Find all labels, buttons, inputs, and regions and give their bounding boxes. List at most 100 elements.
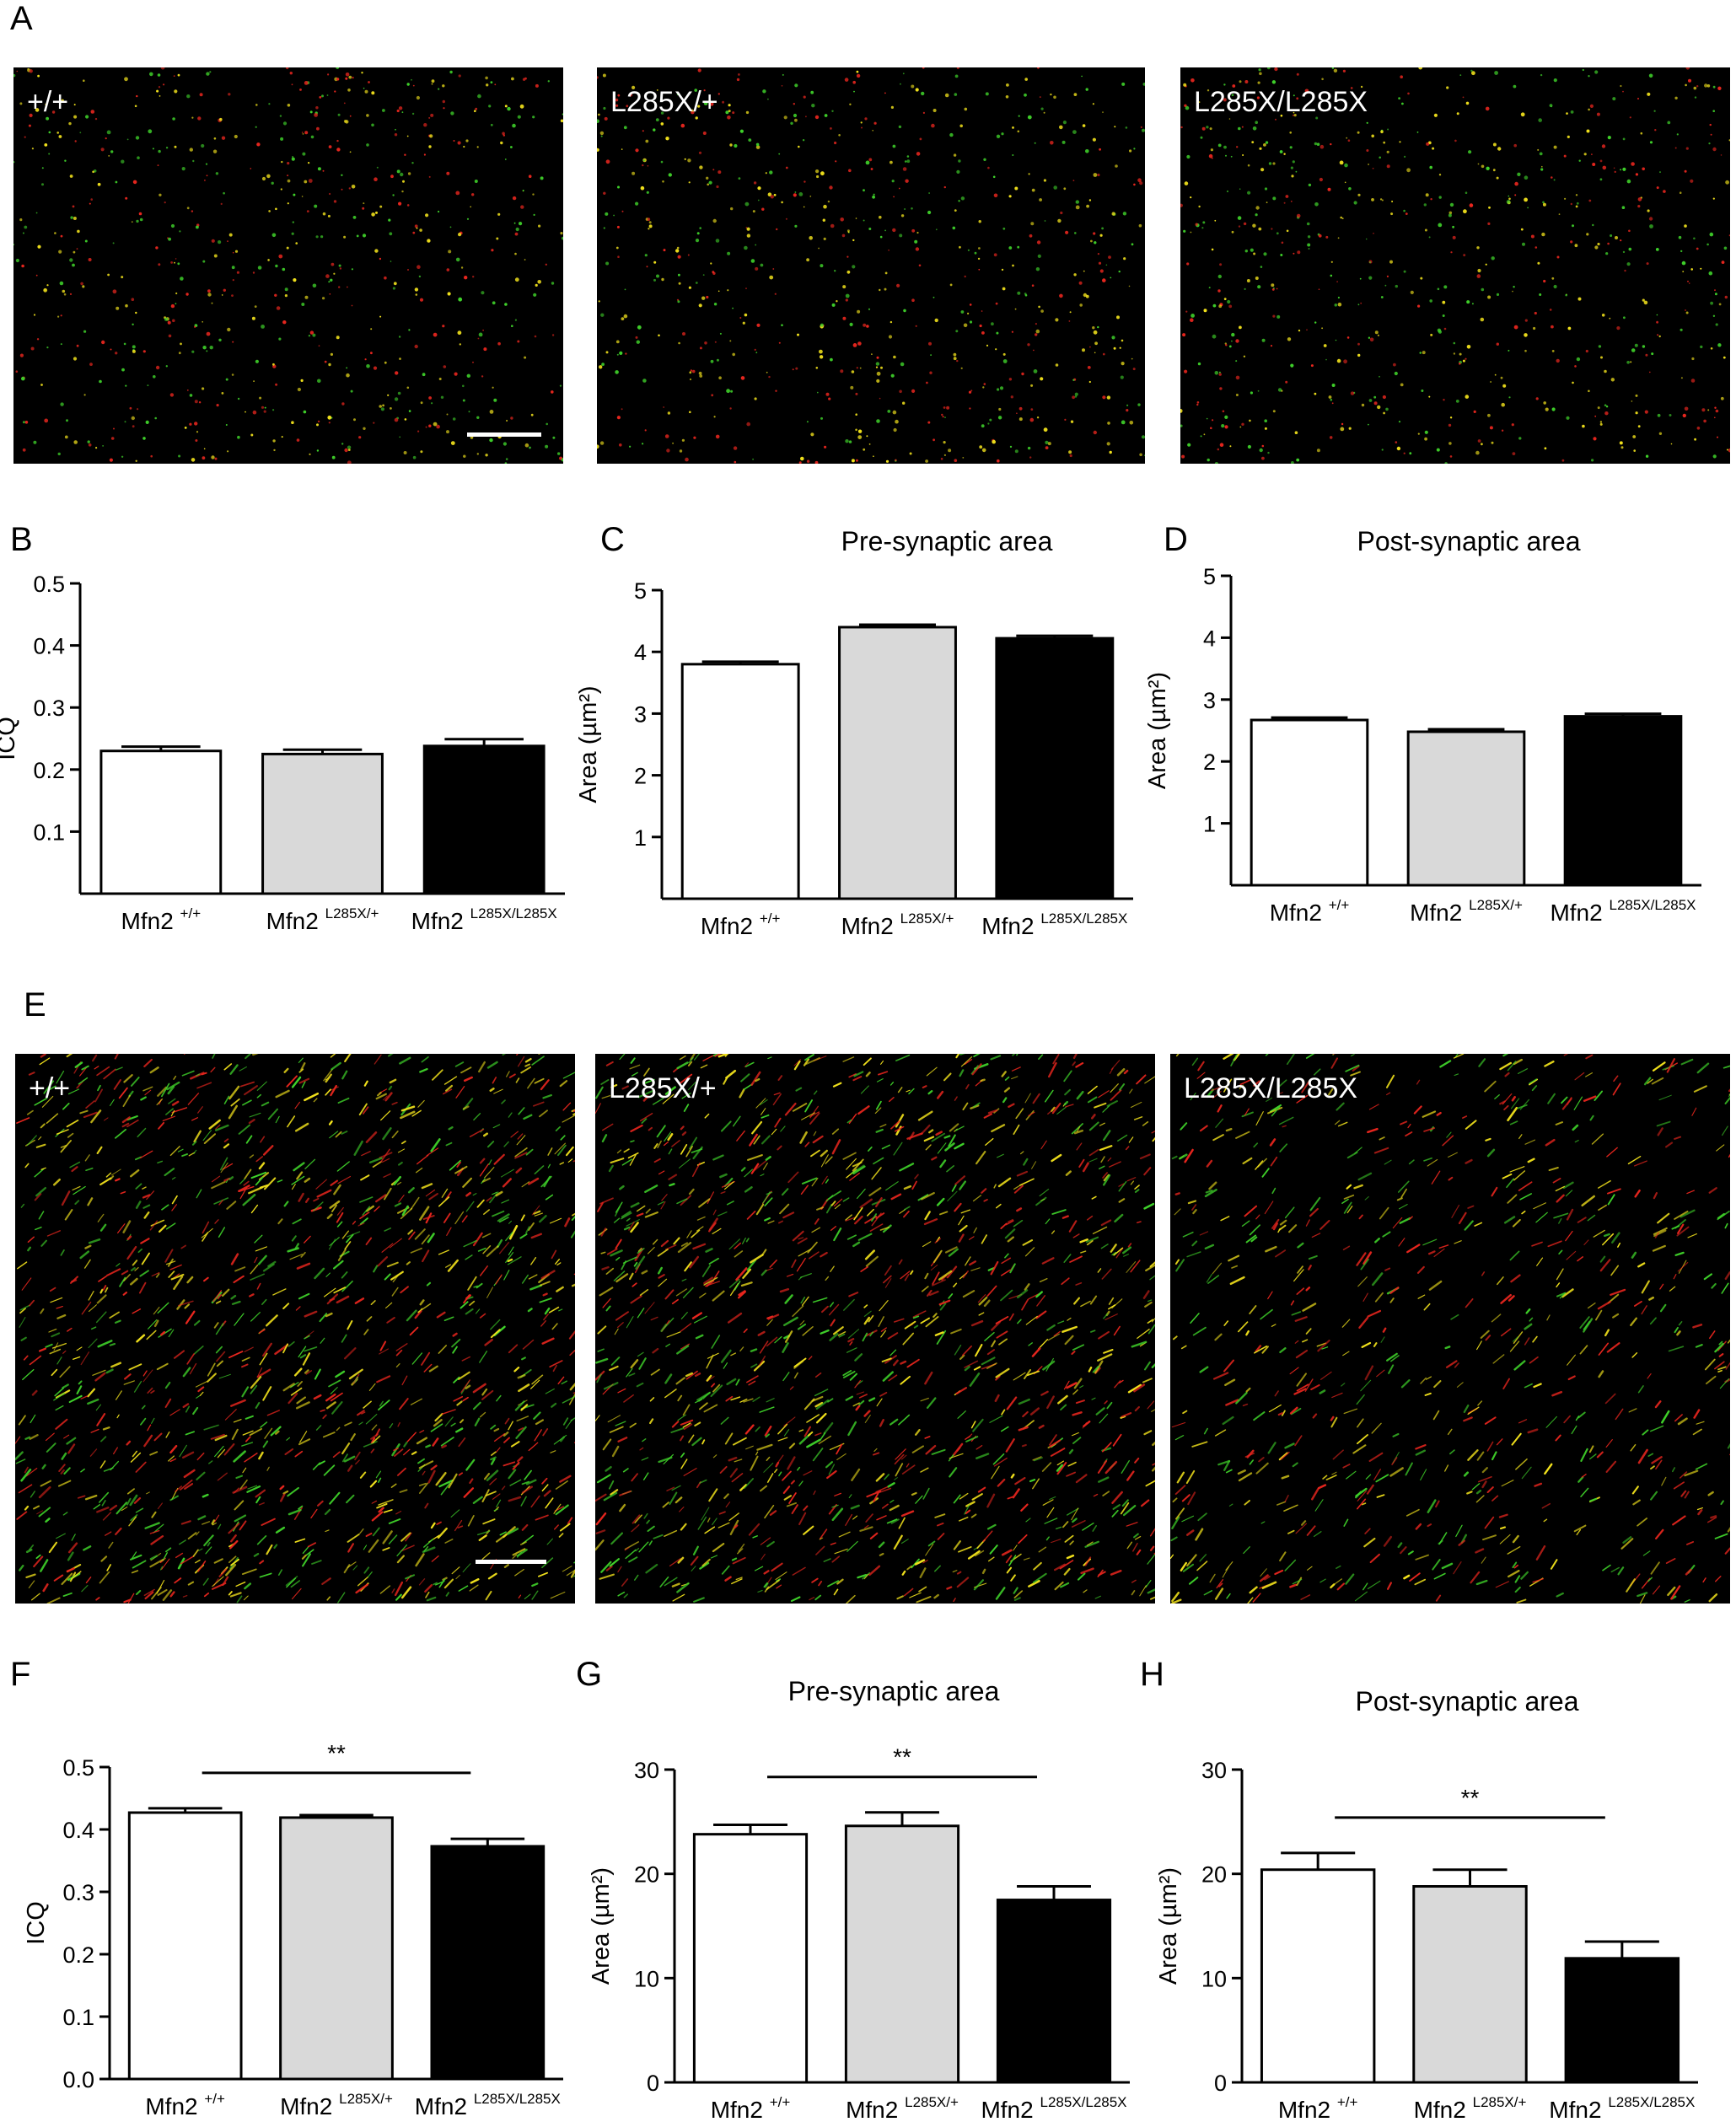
bar (1412, 1885, 1528, 2084)
y-axis-label: ICQ (23, 1901, 50, 1945)
y-axis-label: Area (µm²) (575, 685, 602, 803)
y-tick-label: 5 (634, 578, 647, 604)
y-tick-label: 2 (634, 764, 647, 789)
significance-marker: ** (327, 1740, 346, 1766)
x-tick-label: Mfn2 +/+ (711, 2094, 791, 2122)
x-tick-label: Mfn2 L285X/L285X (1549, 2094, 1695, 2122)
y-tick-label: 4 (634, 640, 647, 665)
fluorescence-puncta (13, 67, 563, 464)
fluorescence-puncta (597, 67, 1145, 464)
micrograph-a-hom: L285X/L285X (1180, 67, 1730, 464)
x-tick-label: Mfn2 L285X/L285X (1550, 897, 1696, 926)
x-tick-label: Mfn2 +/+ (1278, 2094, 1358, 2122)
micrograph-a-het: L285X/+ (597, 67, 1145, 464)
micrograph-a-wt: +/+ (13, 67, 563, 464)
bar (422, 744, 546, 895)
x-tick-label: Mfn2 L285X/+ (1410, 897, 1523, 926)
y-tick-label: 0.3 (62, 1880, 94, 1905)
chart-title-h: Post-synaptic area (1355, 1686, 1579, 1716)
bar (1564, 1957, 1680, 2084)
x-tick-label: Mfn2 L285X/+ (280, 2091, 393, 2119)
micrograph-label: L285X/L285X (1184, 1072, 1358, 1104)
x-tick-label: Mfn2 L285X/L285X (411, 905, 557, 934)
fluorescence-puncta (15, 1054, 575, 1604)
y-tick-label: 0.0 (62, 2067, 94, 2092)
y-tick-label: 0.1 (62, 2005, 94, 2030)
panel-letter-g: G (576, 1656, 603, 1693)
panel-letter-a: A (10, 0, 33, 37)
micrograph-e-hom: L285X/L285X (1170, 1054, 1730, 1604)
y-axis-label: Area (µm²) (1155, 1867, 1182, 1985)
micrograph-label: +/+ (27, 86, 69, 118)
fluorescence-puncta (1180, 67, 1730, 464)
x-tick-label: Mfn2 +/+ (121, 905, 202, 934)
y-tick-label: 0.5 (33, 572, 65, 597)
significance-marker: ** (893, 1744, 911, 1770)
micrograph-label: +/+ (29, 1072, 71, 1104)
y-tick-label: 1 (634, 825, 647, 851)
chart-title-c: Pre-synaptic area (841, 526, 1053, 556)
bar (680, 663, 800, 900)
y-axis-label: ICQ (0, 717, 20, 760)
y-tick-label: 0 (647, 2071, 659, 2096)
bar (996, 1899, 1112, 2084)
y-tick-label: 0.4 (33, 634, 65, 659)
y-tick-label: 5 (1203, 564, 1216, 589)
scale-bar (476, 1560, 546, 1564)
chart-title-d: Post-synaptic area (1357, 526, 1581, 556)
y-tick-label: 10 (634, 1966, 659, 1991)
y-tick-label: 0 (1214, 2071, 1227, 2096)
y-tick-label: 0.3 (33, 696, 65, 721)
significance-marker: ** (1461, 1785, 1480, 1811)
x-tick-label: Mfn2 L285X/L285X (415, 2091, 561, 2119)
bar (1563, 715, 1683, 887)
y-tick-label: 4 (1203, 626, 1216, 651)
panel-letter-e: E (24, 986, 46, 1023)
bar (838, 626, 957, 900)
panel-letter-f: F (10, 1656, 31, 1693)
y-tick-label: 3 (1203, 688, 1216, 713)
y-tick-label: 10 (1201, 1966, 1227, 1991)
y-axis-label: Area (µm²) (1144, 672, 1171, 789)
x-tick-label: Mfn2 L285X/L285X (981, 911, 1127, 939)
x-tick-label: Mfn2 +/+ (145, 2091, 225, 2119)
x-tick-label: Mfn2 L285X/L285X (981, 2094, 1126, 2122)
y-tick-label: 0.2 (33, 758, 65, 783)
bar (99, 749, 223, 895)
panel-letter-b: B (10, 521, 33, 558)
bar (844, 1824, 960, 2084)
x-tick-label: Mfn2 L285X/+ (1414, 2094, 1527, 2122)
panel-letter-d: D (1164, 521, 1188, 558)
panel-letter-h: H (1140, 1656, 1164, 1693)
bar (692, 1833, 809, 2084)
bar (279, 1816, 394, 2081)
y-tick-label: 0.4 (62, 1818, 94, 1843)
micrograph-label: L285X/+ (610, 86, 718, 118)
x-tick-label: Mfn2 +/+ (701, 911, 781, 939)
micrograph-e-het: L285X/+ (595, 1054, 1155, 1604)
micrograph-label: L285X/+ (609, 1072, 717, 1104)
y-axis-label: Area (µm²) (588, 1867, 615, 1985)
y-tick-label: 20 (1201, 1862, 1227, 1888)
y-tick-label: 2 (1203, 749, 1216, 775)
bar (1406, 730, 1526, 887)
y-tick-label: 1 (1203, 812, 1216, 837)
bar (995, 637, 1115, 900)
y-tick-label: 0.1 (33, 819, 65, 845)
bar (1250, 718, 1369, 887)
y-tick-label: 0.2 (62, 1942, 94, 1968)
chart-title-g: Pre-synaptic area (787, 1676, 1000, 1706)
y-tick-label: 0.5 (62, 1755, 94, 1781)
fluorescence-puncta (595, 1054, 1155, 1604)
y-tick-label: 20 (634, 1862, 659, 1888)
y-tick-label: 3 (634, 701, 647, 727)
micrograph-e-wt: +/+ (15, 1054, 575, 1604)
micrograph-label: L285X/L285X (1194, 86, 1368, 118)
bar (127, 1811, 243, 2081)
